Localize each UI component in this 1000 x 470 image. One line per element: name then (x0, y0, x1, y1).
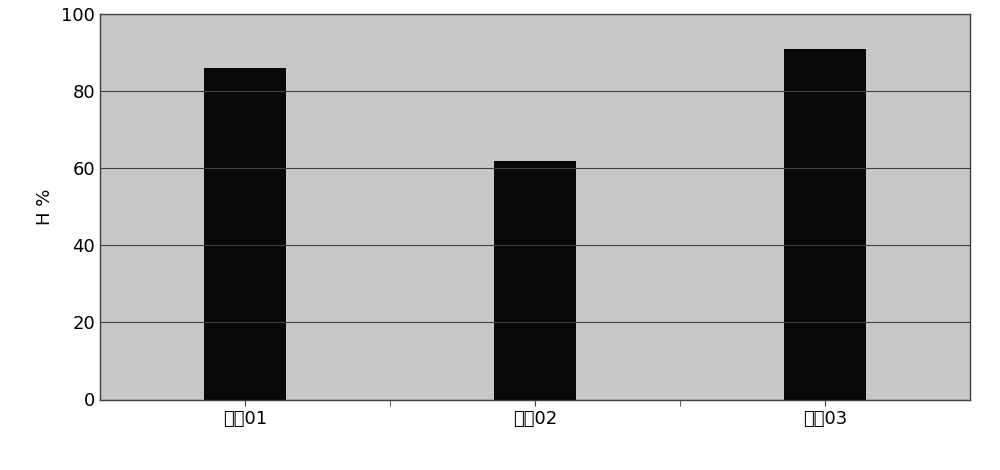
Bar (204, 68, 286, 399)
Y-axis label: H %: H % (36, 188, 54, 225)
Bar (784, 49, 866, 400)
Bar (494, 161, 576, 400)
